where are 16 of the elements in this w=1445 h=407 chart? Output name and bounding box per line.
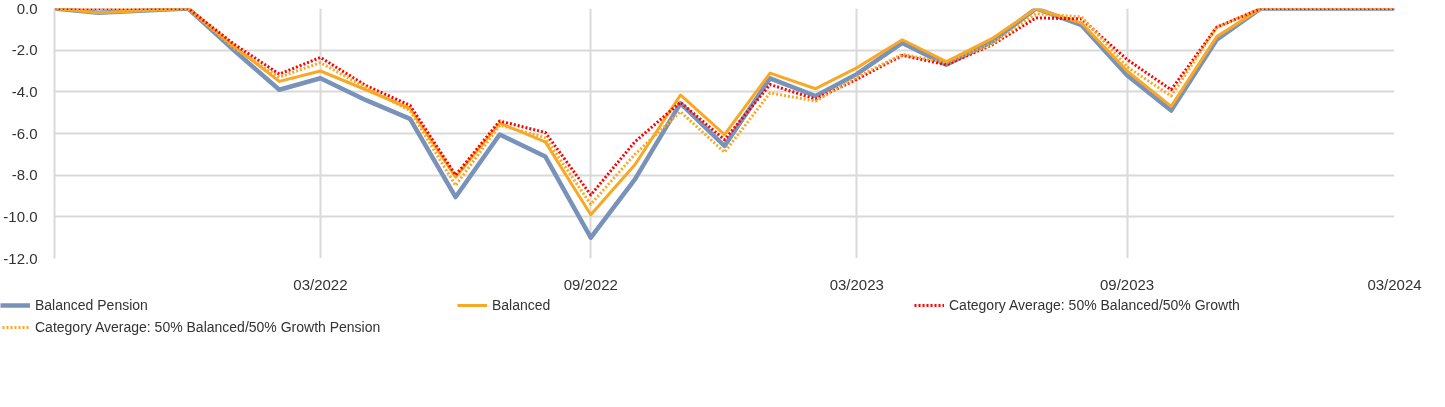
x-tick-label: 09/2022 bbox=[563, 275, 618, 293]
x-tick-label: 09/2023 bbox=[1099, 275, 1155, 293]
x-tick-label: 03/2022 bbox=[293, 275, 348, 293]
legend-label: Category Average: 50% Balanced/50% Growth Pension bbox=[35, 319, 382, 335]
y-tick-label: -2.0 bbox=[11, 41, 38, 59]
legend-label: Category Average: 50% Balanced/50% Growth bbox=[949, 297, 1241, 313]
legend-label: Balanced Pension bbox=[35, 297, 149, 313]
legend-label: Balanced bbox=[492, 297, 552, 313]
y-tick-label: 0.0 bbox=[16, 0, 38, 17]
y-tick-label: -4.0 bbox=[11, 82, 38, 100]
y-tick-label: -6.0 bbox=[11, 124, 38, 142]
x-tick-label: 03/2024 bbox=[1367, 275, 1422, 293]
x-tick-label: 03/2023 bbox=[829, 275, 884, 293]
y-tick-label: -12.0 bbox=[3, 249, 38, 267]
y-tick-label: -8.0 bbox=[11, 166, 38, 184]
y-tick-label: -10.0 bbox=[3, 207, 38, 225]
